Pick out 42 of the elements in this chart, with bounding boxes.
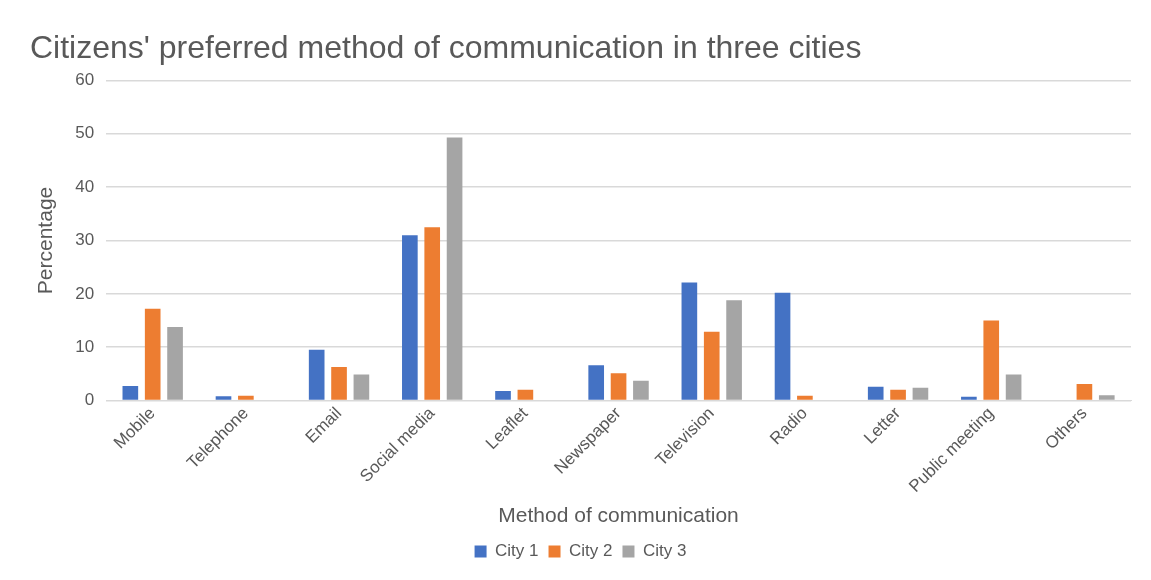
bar <box>983 320 1000 400</box>
bar <box>308 349 325 400</box>
bar <box>961 396 977 400</box>
y-tick-label: 0 <box>84 390 95 410</box>
legend-label: City 3 <box>642 541 687 561</box>
bar <box>1005 374 1022 400</box>
bar <box>144 308 161 400</box>
bar <box>797 395 813 400</box>
x-axis-title: Method of communication <box>498 503 739 527</box>
y-axis-title: Percentage <box>33 186 57 295</box>
bar <box>122 386 139 400</box>
legend-label: City 2 <box>569 541 613 561</box>
bar <box>588 365 605 400</box>
chart-title: Citizens' preferred method of communication in three cities <box>30 29 862 66</box>
bar <box>238 395 254 400</box>
bar <box>353 374 370 400</box>
legend-label: City 1 <box>495 541 539 561</box>
y-tick-label: 10 <box>75 336 95 356</box>
bar <box>774 292 791 400</box>
bar <box>610 373 627 400</box>
bar <box>912 387 929 400</box>
bar <box>446 137 463 400</box>
bar <box>681 282 698 400</box>
bar <box>424 227 441 400</box>
y-tick-label: 20 <box>75 283 95 303</box>
bar <box>726 300 742 400</box>
bar <box>402 235 418 400</box>
y-tick-label: 40 <box>75 176 95 196</box>
bar <box>331 366 347 400</box>
y-tick-label: 50 <box>75 123 95 143</box>
bar <box>215 396 232 400</box>
y-tick-label: 60 <box>75 70 95 90</box>
bar <box>517 389 534 400</box>
bar <box>890 389 906 400</box>
bar <box>1076 383 1093 400</box>
bar <box>495 390 511 400</box>
y-tick-label: 30 <box>75 230 95 250</box>
bar <box>633 380 649 400</box>
bar <box>167 326 183 400</box>
bar <box>1098 395 1115 400</box>
bar <box>867 386 884 400</box>
bar <box>703 331 720 400</box>
